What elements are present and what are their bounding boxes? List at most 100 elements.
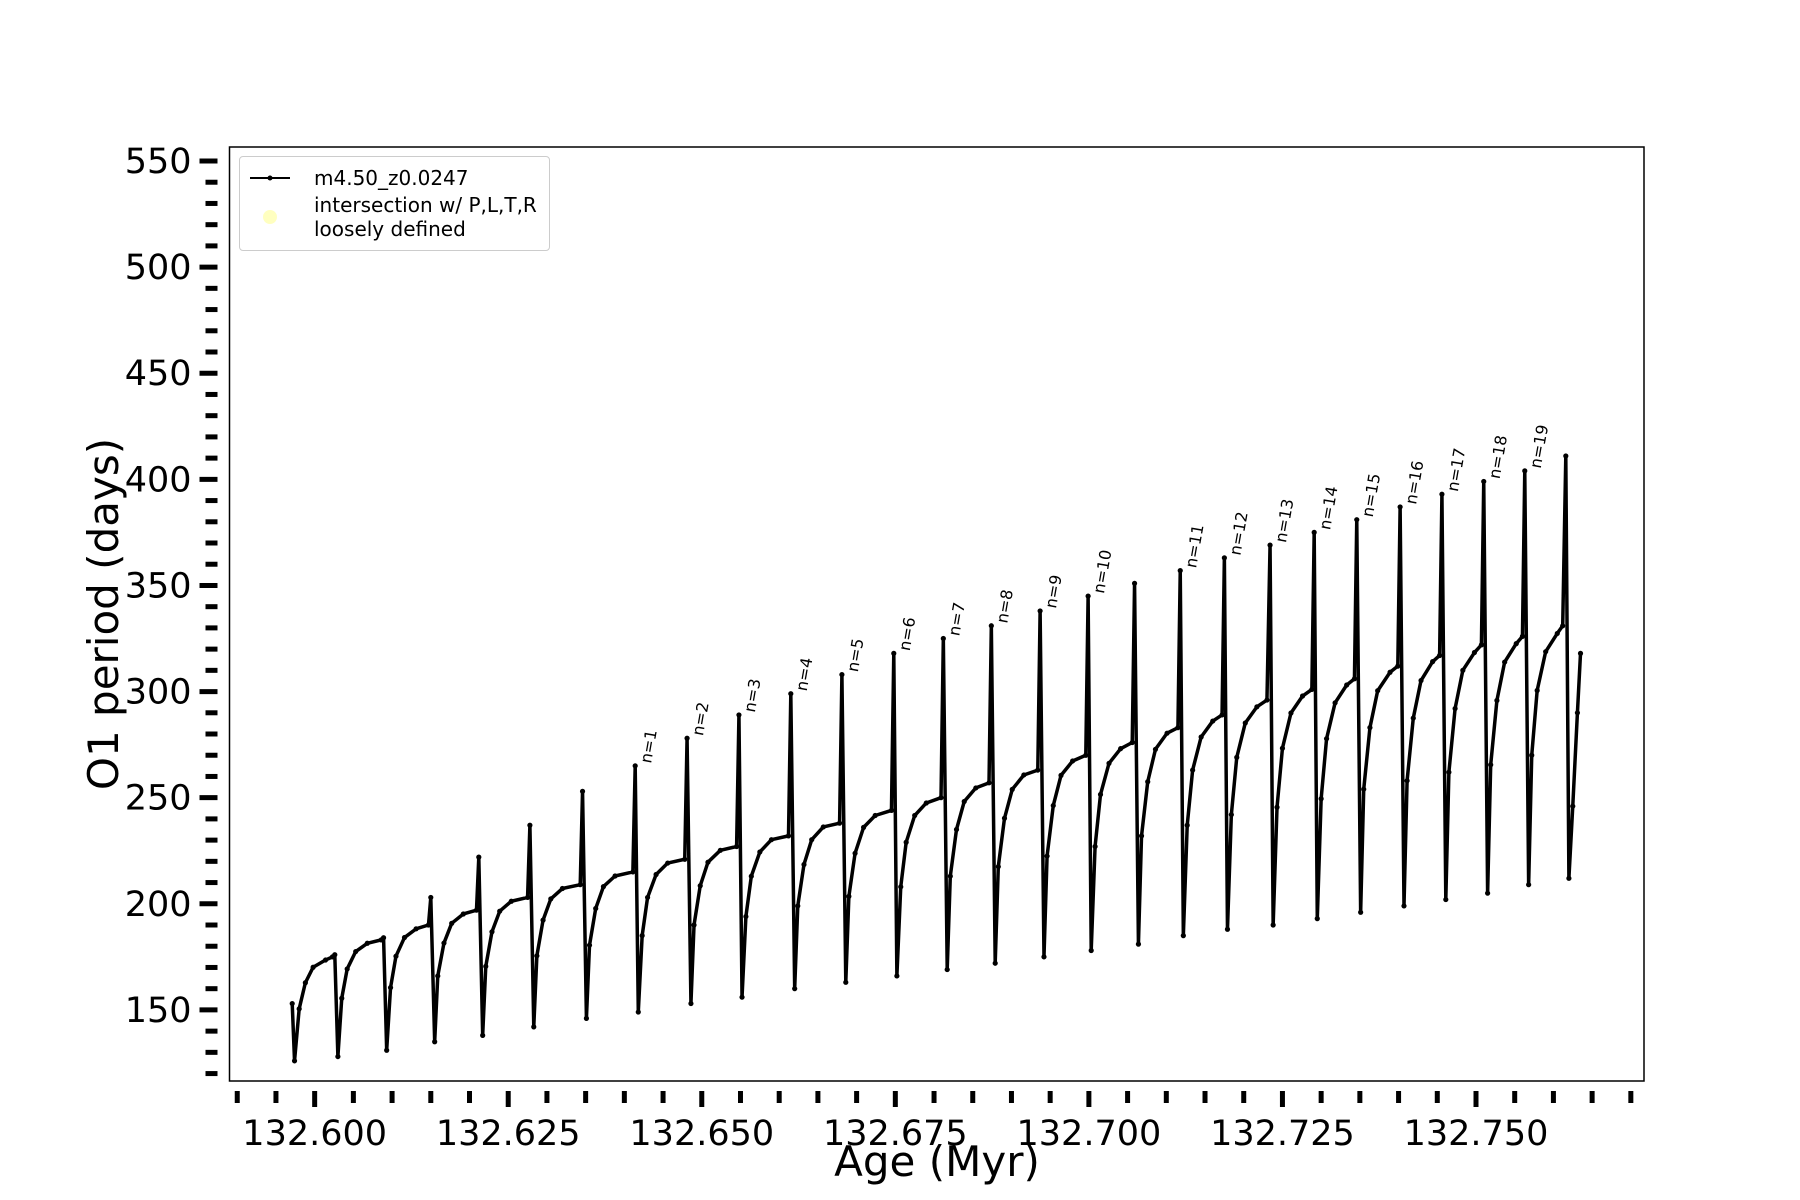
- annotation: n=2: [688, 701, 713, 738]
- data-point: [577, 882, 583, 888]
- data-point: [1219, 712, 1225, 718]
- data-point: [1267, 542, 1273, 548]
- data-point: [1180, 933, 1186, 939]
- data-point: [1543, 649, 1549, 655]
- data-point: [992, 960, 998, 966]
- data-point: [1270, 922, 1276, 928]
- data-point: [508, 898, 514, 904]
- data-point: [1314, 916, 1320, 922]
- data-point: [583, 1015, 590, 1021]
- data-point: [1437, 652, 1443, 659]
- data-point: [748, 873, 754, 879]
- x-axis-label: Age (Myr): [834, 1137, 1040, 1186]
- data-point: [691, 922, 697, 928]
- data-point: [988, 623, 994, 629]
- y-tick-label: 550: [125, 142, 192, 182]
- data-point: [1044, 853, 1050, 859]
- data-point: [757, 849, 763, 855]
- data-point: [697, 883, 703, 889]
- data-point: [476, 854, 482, 860]
- data-point: [335, 1053, 341, 1060]
- data-point: [527, 822, 533, 828]
- data-point: [1083, 752, 1089, 758]
- y-tick-label: 150: [125, 991, 192, 1031]
- data-point: [1118, 746, 1124, 752]
- data-point: [644, 894, 651, 901]
- data-point: [947, 873, 953, 879]
- data-point: [1037, 608, 1043, 614]
- data-point: [688, 1000, 694, 1007]
- data-point: [1418, 677, 1424, 684]
- legend-label: m4.50_z0.0247: [314, 166, 469, 190]
- data-point: [1430, 659, 1436, 665]
- data-point: [1460, 667, 1466, 673]
- data-point: [1361, 786, 1367, 792]
- data-point: [639, 933, 645, 939]
- data-point: [736, 712, 742, 718]
- data-point: [768, 837, 775, 843]
- data-point: [586, 942, 593, 948]
- data-point: [296, 1006, 302, 1012]
- y-tick-label: 300: [125, 673, 192, 713]
- data-point: [393, 953, 399, 959]
- data-point: [1446, 769, 1452, 775]
- data-point: [1577, 650, 1584, 656]
- annotation: n=18: [1485, 434, 1511, 481]
- annotation: n=19: [1526, 423, 1552, 470]
- annotation: n=14: [1315, 485, 1341, 532]
- data-point: [860, 824, 867, 830]
- x-tick-label: 132.625: [436, 1114, 581, 1154]
- data-point: [579, 788, 586, 794]
- data-point: [898, 884, 904, 890]
- data-point: [1311, 529, 1317, 535]
- legend: m4.50_z0.0247 intersection w/ P,L,T,R loo…: [239, 156, 550, 251]
- data-point: [888, 807, 895, 814]
- data-point: [1309, 686, 1315, 693]
- data-point: [600, 884, 607, 890]
- data-point: [743, 913, 749, 920]
- data-point: [635, 1009, 641, 1015]
- data-point: [1443, 896, 1449, 903]
- data-point: [665, 860, 671, 866]
- data-point: [801, 861, 807, 868]
- data-point: [489, 929, 495, 935]
- annotation: n=3: [740, 677, 765, 714]
- annotation: n=7: [944, 601, 969, 638]
- series: [289, 453, 1584, 1064]
- data-point: [531, 1024, 537, 1030]
- data-point: [1358, 909, 1364, 915]
- legend-key: [263, 210, 277, 224]
- data-point: [973, 785, 979, 791]
- annotation: n=4: [792, 656, 817, 693]
- legend-label: intersection w/ P,L,T,R loosely defined: [314, 193, 537, 241]
- data-point: [483, 963, 489, 969]
- data-point: [1058, 772, 1064, 778]
- plot-frame: [228, 146, 1645, 1082]
- data-point: [1138, 833, 1145, 839]
- data-point: [894, 973, 900, 979]
- data-point: [684, 735, 690, 741]
- data-point: [612, 873, 618, 879]
- data-point: [1050, 802, 1056, 809]
- data-point: [682, 856, 688, 862]
- data-point: [739, 994, 745, 1000]
- data-point: [1184, 822, 1190, 828]
- data-point: [1092, 843, 1098, 850]
- data-point: [322, 957, 329, 963]
- data-point: [1221, 555, 1227, 561]
- data-point: [1332, 700, 1338, 706]
- data-point: [435, 973, 441, 979]
- data-point: [1131, 580, 1138, 586]
- data-point: [1088, 947, 1094, 954]
- data-point: [903, 839, 909, 845]
- data-point: [1401, 903, 1407, 909]
- data-point: [1522, 468, 1528, 474]
- data-point: [1529, 752, 1535, 758]
- data-point: [1035, 767, 1041, 773]
- data-point: [339, 995, 345, 1001]
- annotation: n=6: [895, 616, 920, 653]
- annotation: n=12: [1225, 510, 1251, 557]
- data-point: [401, 934, 408, 941]
- data-point: [413, 926, 419, 932]
- data-point: [380, 935, 387, 941]
